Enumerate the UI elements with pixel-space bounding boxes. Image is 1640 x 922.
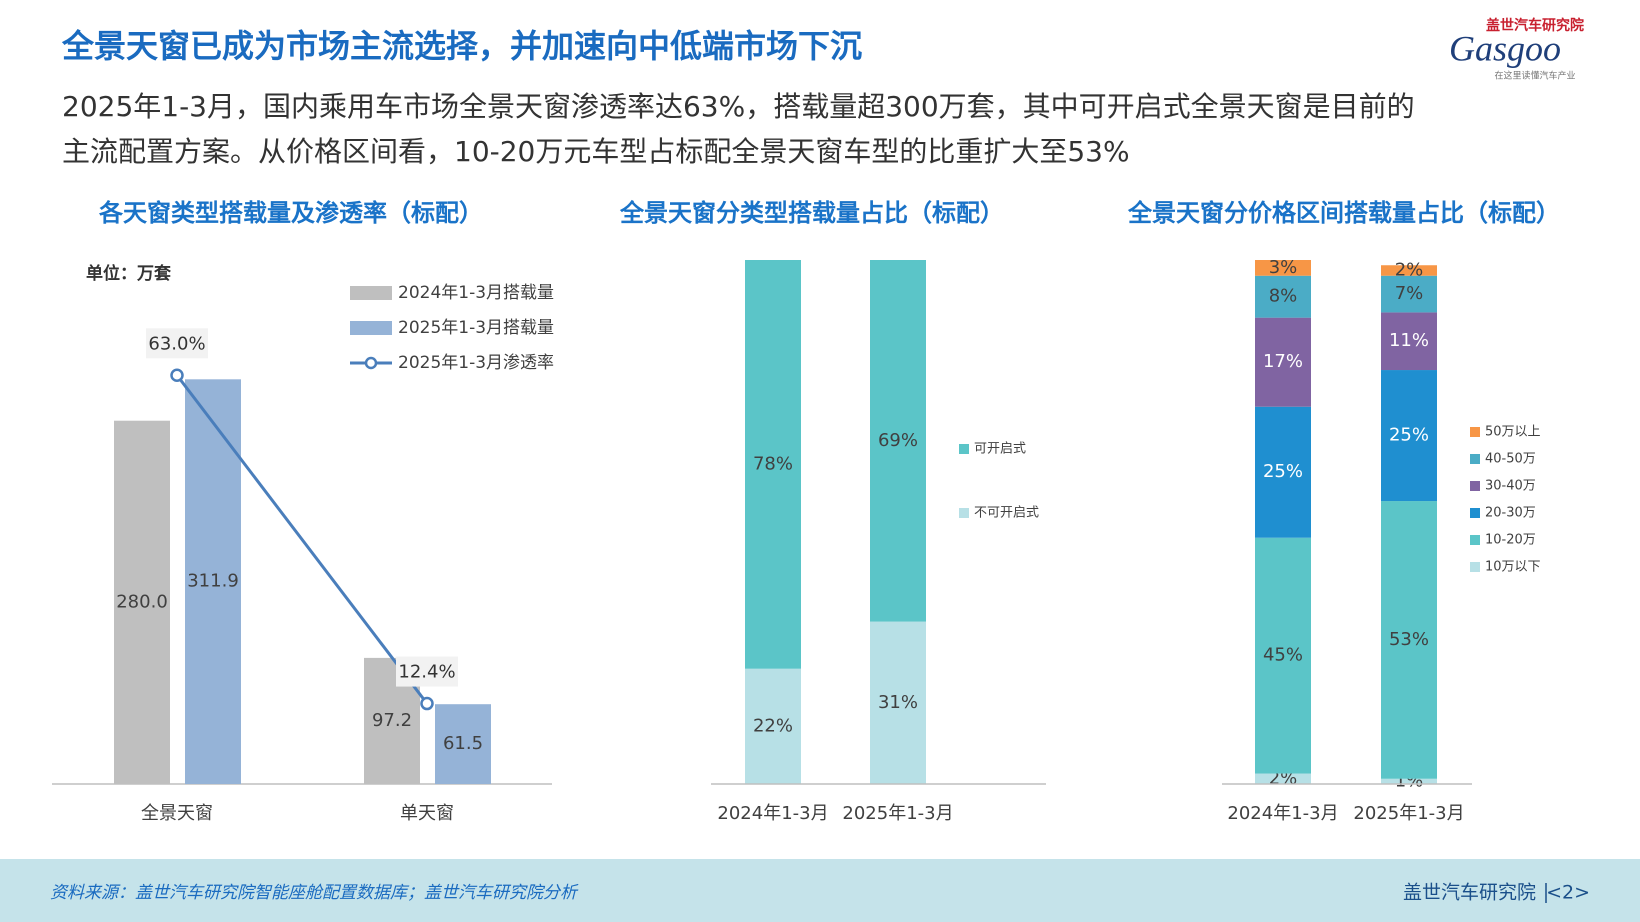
bar-segment xyxy=(870,260,926,622)
bar-segment xyxy=(1381,370,1437,502)
chart-title: 全景天窗分类型搭载量占比（标配） xyxy=(619,199,1004,227)
legend-swatch xyxy=(1470,562,1480,572)
data-label: 11% xyxy=(1389,330,1429,351)
bar-segment xyxy=(1381,778,1437,784)
bar-segment xyxy=(870,621,926,784)
line-point xyxy=(170,368,184,383)
footer-band xyxy=(0,859,1640,922)
page-number: <2> xyxy=(1546,882,1590,904)
legend-swatch xyxy=(959,444,969,454)
label-bg xyxy=(146,328,208,359)
legend-label: 30-40万 xyxy=(1485,479,1536,494)
data-label: 53% xyxy=(1389,629,1429,650)
logo-name: Gasgoo xyxy=(1449,28,1561,68)
footer-org: 盖世汽车研究院 xyxy=(1403,882,1536,904)
legend-label: 可开启式 xyxy=(974,442,1026,457)
data-label: 3% xyxy=(1269,257,1298,278)
bar-segment xyxy=(1255,537,1311,774)
data-label: 25% xyxy=(1389,425,1429,446)
legend-label: 不可开启式 xyxy=(974,506,1039,521)
data-label: 7% xyxy=(1395,283,1424,304)
subtitle-line: 主流配置方案。从价格区间看，10-20万元车型占标配全景天窗车型的比重扩大至53… xyxy=(62,135,1130,168)
x-tick-label: 2025年1-3月 xyxy=(842,803,953,824)
legend-swatch xyxy=(1470,427,1480,437)
line xyxy=(175,374,429,705)
unit-label: 单位：万套 xyxy=(86,263,172,284)
legend-label: 20-30万 xyxy=(1485,506,1536,521)
legend-label: 2025年1-3月渗透率 xyxy=(398,353,554,373)
logo-top: 盖世汽车研究院 xyxy=(1486,17,1584,34)
bar-segment xyxy=(1381,275,1437,313)
x-tick-label: 单天窗 xyxy=(400,803,454,824)
chart-title: 全景天窗分价格区间搭载量占比（标配） xyxy=(1127,199,1560,227)
legend-label: 40-50万 xyxy=(1485,452,1536,467)
legend-label: 2025年1-3月搭载量 xyxy=(398,318,554,338)
bar-segment xyxy=(1381,265,1437,276)
chart-title: 各天窗类型搭载量及渗透率（标配） xyxy=(98,199,483,227)
data-label: 280.0 xyxy=(116,591,168,612)
logo: 盖世汽车研究院 Gasgoo 在这里读懂汽车产业 xyxy=(1449,17,1584,82)
bar-segment xyxy=(1381,312,1437,371)
data-label: 63.0% xyxy=(148,333,205,354)
bar xyxy=(435,704,491,784)
data-label: 22% xyxy=(753,715,793,736)
bar xyxy=(114,420,170,784)
legend-swatch xyxy=(1470,535,1480,545)
x-tick-label: 2024年1-3月 xyxy=(717,803,828,824)
legend-label: 10-20万 xyxy=(1485,533,1536,548)
data-label: 97.2 xyxy=(372,710,412,731)
x-tick-label: 全景天窗 xyxy=(141,803,213,824)
legend-label: 50万以上 xyxy=(1485,425,1541,440)
bar-segment xyxy=(1255,773,1311,784)
bar-segment xyxy=(1255,317,1311,407)
source-note: 资料来源：盖世汽车研究院智能座舱配置数据库；盖世汽车研究院分析 xyxy=(50,883,579,903)
legend-swatch xyxy=(364,356,378,370)
bar-segment xyxy=(1255,275,1311,318)
line-point xyxy=(420,696,434,711)
label-bg xyxy=(396,656,458,687)
data-label: 8% xyxy=(1269,286,1298,307)
legend-swatch xyxy=(959,508,969,518)
data-label: 17% xyxy=(1263,351,1303,372)
slide-title: 全景天窗已成为市场主流选择，并加速向中低端市场下沉 xyxy=(61,27,862,65)
bar-segment xyxy=(745,260,801,669)
legend-swatch xyxy=(1470,481,1480,491)
data-label: 2% xyxy=(1395,259,1424,280)
bar-segment xyxy=(1381,501,1437,779)
x-tick-label: 2024年1-3月 xyxy=(1227,803,1338,824)
legend-swatch xyxy=(350,321,392,335)
data-label: 69% xyxy=(878,430,918,451)
data-label: 61.5 xyxy=(443,733,483,754)
data-label: 12.4% xyxy=(398,662,455,683)
legend-label: 10万以下 xyxy=(1485,560,1541,575)
logo-tagline: 在这里读懂汽车产业 xyxy=(1494,70,1575,82)
data-label: 311.9 xyxy=(187,571,239,592)
subtitle-line: 2025年1-3月，国内乘用车市场全景天窗渗透率达63%，搭载量超300万套，其… xyxy=(62,90,1415,123)
legend-swatch xyxy=(1470,508,1480,518)
x-tick-label: 2025年1-3月 xyxy=(1353,803,1464,824)
data-label: 25% xyxy=(1263,461,1303,482)
data-label: 78% xyxy=(753,453,793,474)
data-label: 45% xyxy=(1263,645,1303,666)
legend-label: 2024年1-3月搭载量 xyxy=(398,283,554,303)
bar-segment xyxy=(1255,260,1311,276)
legend-swatch xyxy=(350,286,392,300)
legend-swatch xyxy=(1470,454,1480,464)
bar-segment xyxy=(1255,406,1311,538)
bar-segment xyxy=(745,668,801,784)
data-label: 31% xyxy=(878,692,918,713)
